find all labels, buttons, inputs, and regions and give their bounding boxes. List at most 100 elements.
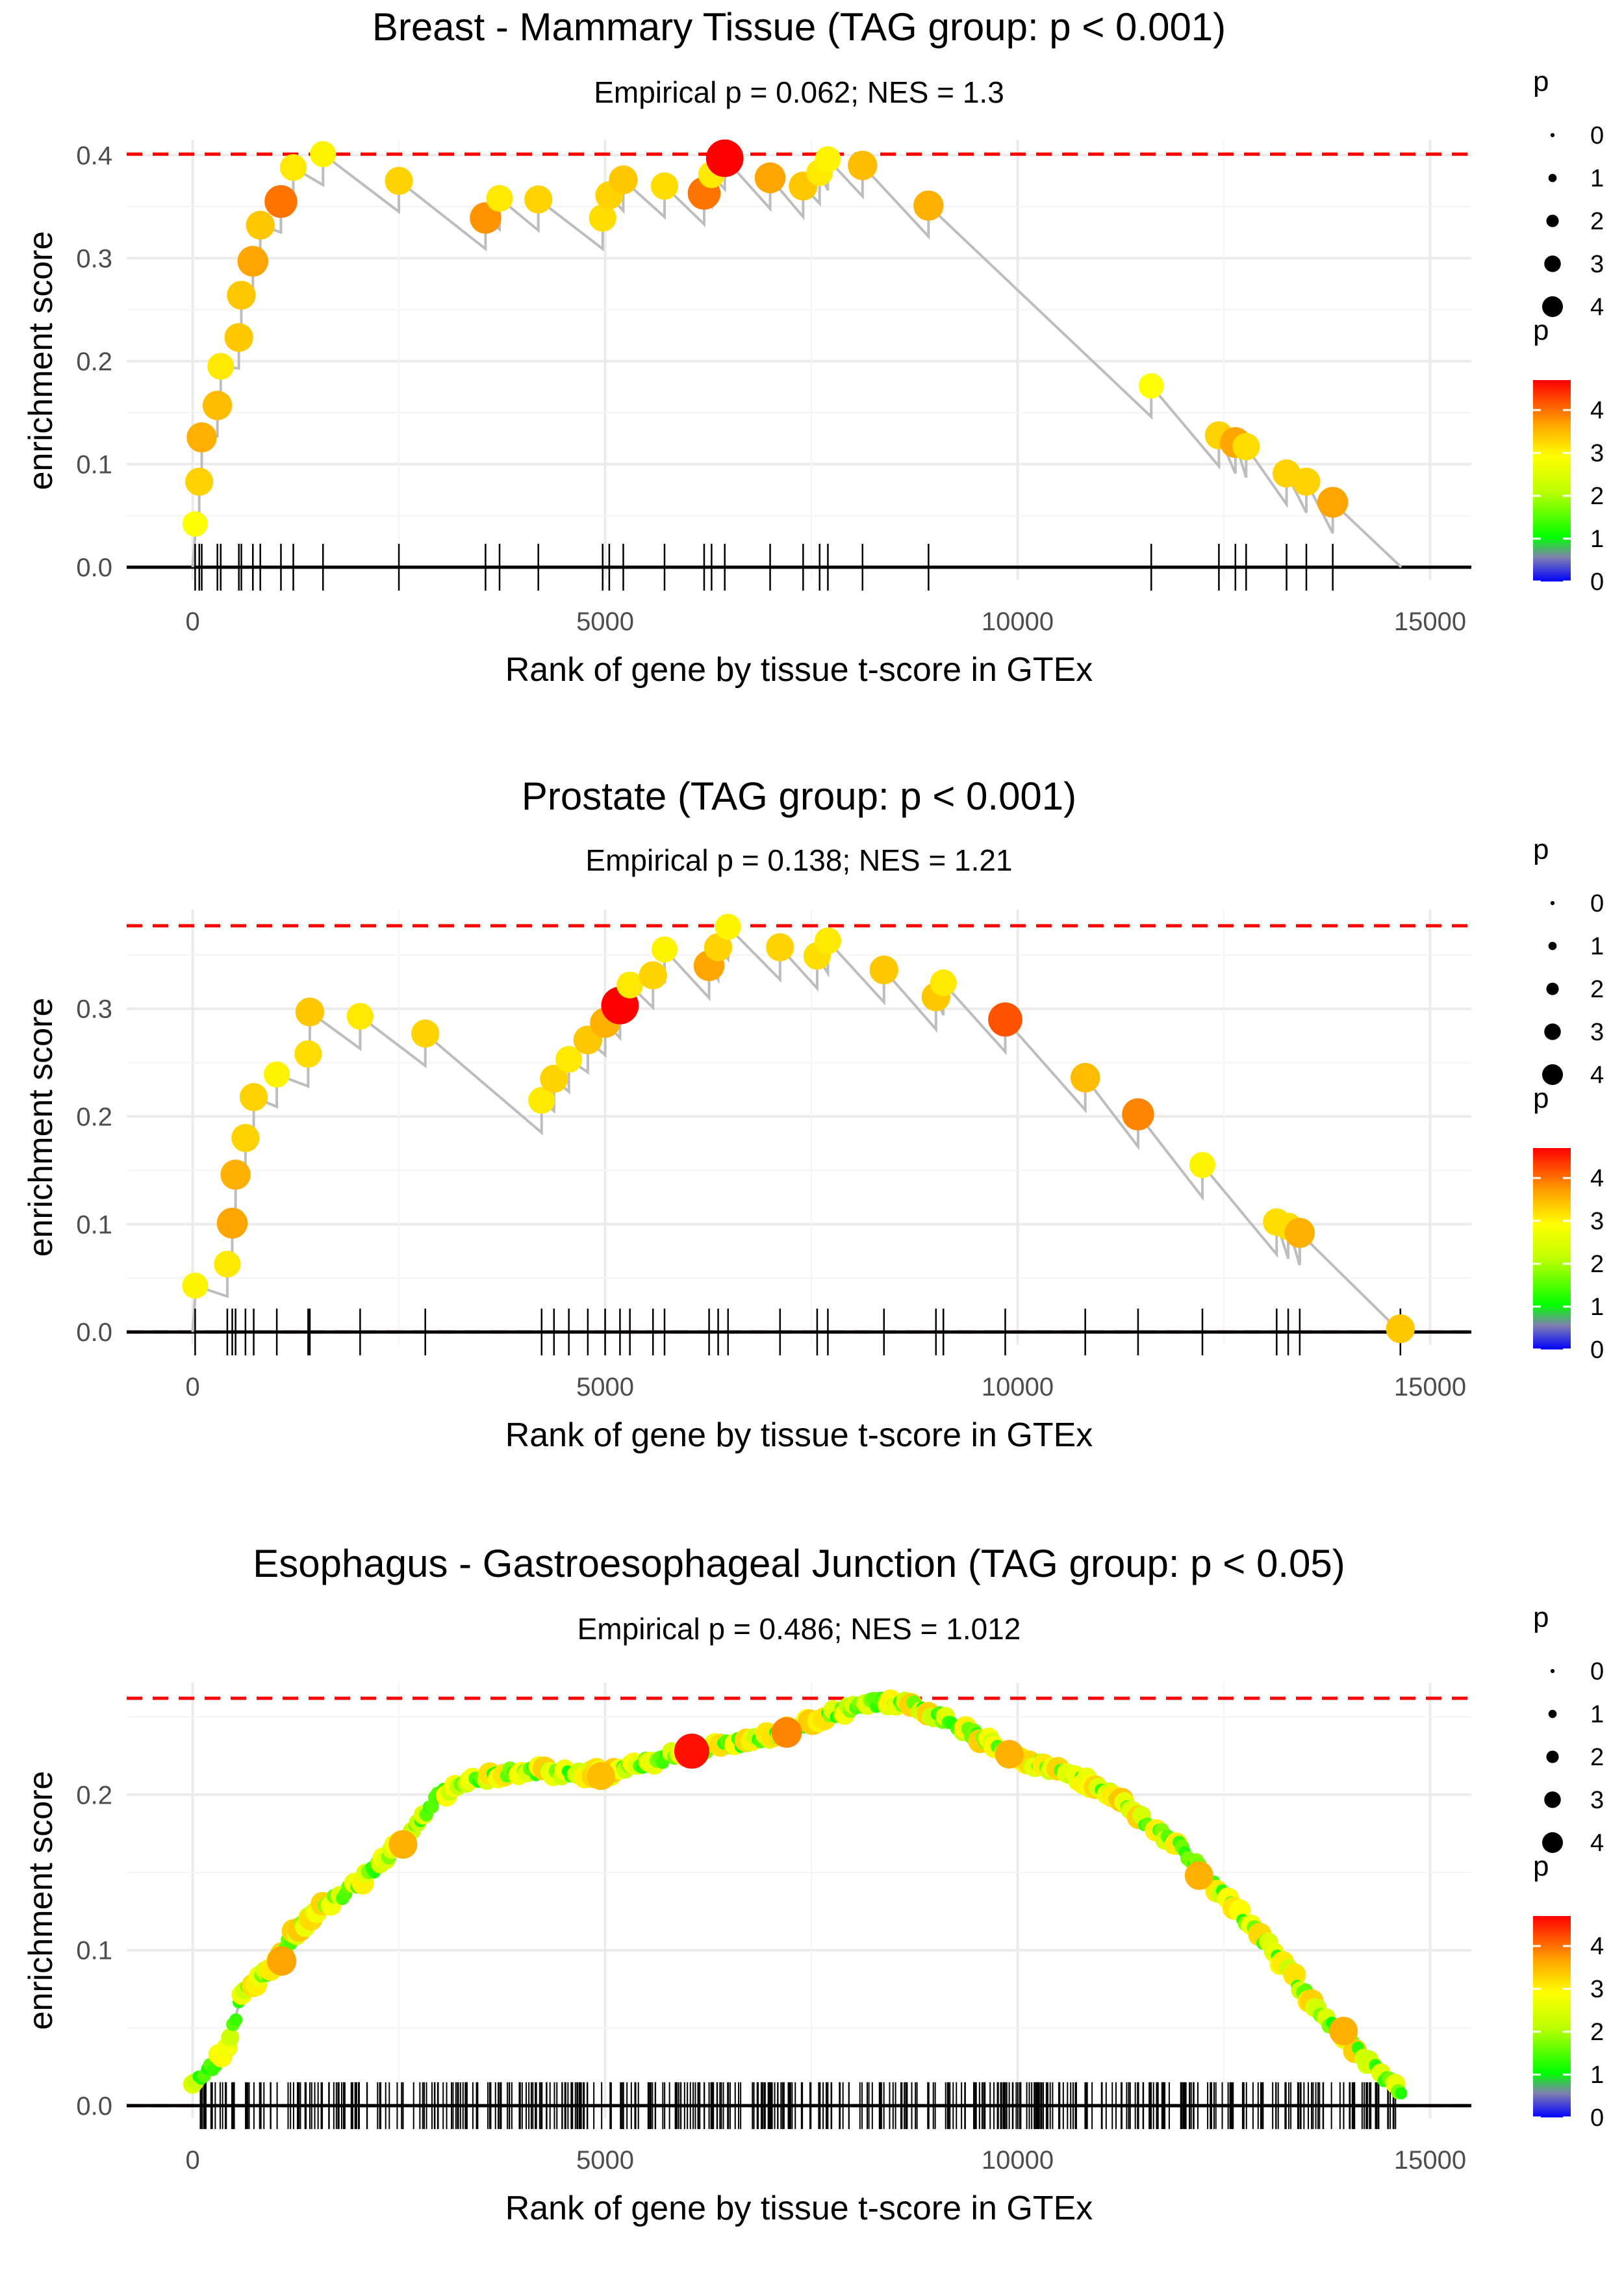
color-legend-label: 2 xyxy=(1590,1251,1604,1278)
data-point xyxy=(385,166,413,196)
x-tick-label: 15000 xyxy=(1394,2146,1466,2175)
data-point xyxy=(754,162,786,194)
x-tick-label: 5000 xyxy=(576,2146,634,2175)
chart-subtitle: Empirical p = 0.062; NES = 1.3 xyxy=(594,75,1004,109)
chart-subtitle: Empirical p = 0.486; NES = 1.012 xyxy=(577,1612,1021,1646)
size-legend-key xyxy=(1546,982,1559,995)
color-legend-label: 0 xyxy=(1590,2104,1604,2132)
data-point xyxy=(869,955,898,985)
data-point xyxy=(182,1272,209,1299)
size-legend-label: 2 xyxy=(1590,976,1604,1003)
chart-panel-2: Prostate (TAG group: p < 0.001) Empirical… xyxy=(22,774,1604,1454)
y-tick-label: 0.0 xyxy=(76,1318,112,1347)
color-legend-label: 0 xyxy=(1590,568,1604,596)
size-legend-key xyxy=(1542,1832,1563,1853)
data-point xyxy=(411,1019,440,1048)
size-legend-key xyxy=(1548,1709,1557,1718)
data-point xyxy=(715,913,741,940)
size-legend-key xyxy=(1548,173,1557,183)
chart-panel-1: Breast - Mammary Tissue (TAG group: p < … xyxy=(22,5,1604,689)
color-legend-bar xyxy=(1533,1148,1571,1349)
x-tick-label: 10000 xyxy=(982,607,1054,636)
chart-title: Prostate (TAG group: p < 0.001) xyxy=(522,774,1076,818)
color-legend-label: 4 xyxy=(1590,397,1604,424)
color-legend-title: p xyxy=(1533,314,1549,346)
size-legend-label: 1 xyxy=(1590,165,1604,192)
data-point xyxy=(524,185,553,214)
color-legend-bar xyxy=(1533,1916,1571,2117)
y-axis-title: enrichment score xyxy=(22,231,60,491)
size-legend-title: p xyxy=(1533,1602,1549,1633)
data-point xyxy=(388,1830,418,1859)
data-point xyxy=(650,172,679,200)
y-tick-label: 0.0 xyxy=(76,2092,112,2121)
data-point xyxy=(182,511,208,537)
data-point xyxy=(221,2028,240,2047)
size-legend-label: 4 xyxy=(1590,1062,1604,1089)
y-tick-label: 0.0 xyxy=(76,554,112,582)
y-tick-label: 0.2 xyxy=(76,348,112,376)
data-point xyxy=(766,933,794,962)
data-point xyxy=(848,150,878,181)
chart-subtitle: Empirical p = 0.138; NES = 1.21 xyxy=(585,843,1012,877)
data-point xyxy=(1329,2016,1358,2046)
x-tick-label: 0 xyxy=(185,2146,199,2175)
data-point xyxy=(1189,1151,1216,1179)
y-tick-label: 0.2 xyxy=(76,1103,112,1131)
data-point xyxy=(1395,2087,1408,2100)
x-tick-label: 10000 xyxy=(982,1373,1054,1401)
data-point xyxy=(216,1207,248,1239)
data-point xyxy=(310,141,336,168)
data-point xyxy=(229,2013,243,2026)
size-legend-key xyxy=(1550,133,1555,138)
color-legend-label: 1 xyxy=(1590,1294,1604,1321)
size-legend-key xyxy=(1546,214,1559,227)
size-legend-label: 3 xyxy=(1590,1019,1604,1046)
data-point xyxy=(203,390,233,420)
color-legend-label: 1 xyxy=(1590,526,1604,553)
data-point xyxy=(264,185,298,218)
color-legend-bar xyxy=(1533,380,1571,581)
size-legend-label: 2 xyxy=(1590,208,1604,235)
x-axis-title: Rank of gene by tissue t-score in GTEx xyxy=(505,2190,1093,2227)
x-tick-label: 5000 xyxy=(576,607,634,636)
size-legend-key xyxy=(1548,941,1557,951)
color-legend-label: 3 xyxy=(1590,440,1604,467)
color-legend-label: 2 xyxy=(1590,483,1604,510)
size-legend-label: 4 xyxy=(1590,1830,1604,1857)
size-legend-key xyxy=(1544,1791,1561,1808)
chart-title: Breast - Mammary Tissue (TAG group: p < … xyxy=(372,5,1226,49)
y-axis-title: enrichment score xyxy=(22,1771,60,2030)
data-point xyxy=(651,936,678,963)
data-point xyxy=(185,467,214,496)
color-legend-label: 4 xyxy=(1590,1165,1604,1192)
color-legend-label: 0 xyxy=(1590,1336,1604,1364)
data-point xyxy=(207,353,235,380)
y-tick-label: 0.4 xyxy=(76,142,112,170)
color-legend-label: 3 xyxy=(1590,1208,1604,1235)
size-legend-label: 1 xyxy=(1590,1701,1604,1728)
size-legend-title: p xyxy=(1533,834,1549,865)
data-point xyxy=(1232,433,1260,461)
x-tick-label: 0 xyxy=(185,607,199,636)
data-point xyxy=(704,933,733,962)
data-point xyxy=(587,1762,615,1791)
color-legend-title: p xyxy=(1533,1082,1549,1114)
data-point xyxy=(1284,1218,1315,1248)
size-legend-key xyxy=(1550,1668,1555,1674)
data-point xyxy=(231,1123,260,1153)
data-point xyxy=(609,165,638,194)
data-point xyxy=(267,1946,297,1976)
size-legend-key xyxy=(1544,1023,1561,1040)
x-tick-label: 0 xyxy=(185,1373,199,1401)
color-legend-label: 1 xyxy=(1590,2062,1604,2089)
x-tick-label: 15000 xyxy=(1394,1373,1466,1401)
color-legend-title: p xyxy=(1533,1850,1549,1882)
es-running-line xyxy=(191,923,1402,1335)
data-point xyxy=(220,1159,251,1190)
size-legend-key xyxy=(1542,296,1563,317)
data-point xyxy=(224,323,253,352)
color-legend-label: 2 xyxy=(1590,2019,1604,2046)
size-legend-label: 2 xyxy=(1590,1744,1604,1771)
